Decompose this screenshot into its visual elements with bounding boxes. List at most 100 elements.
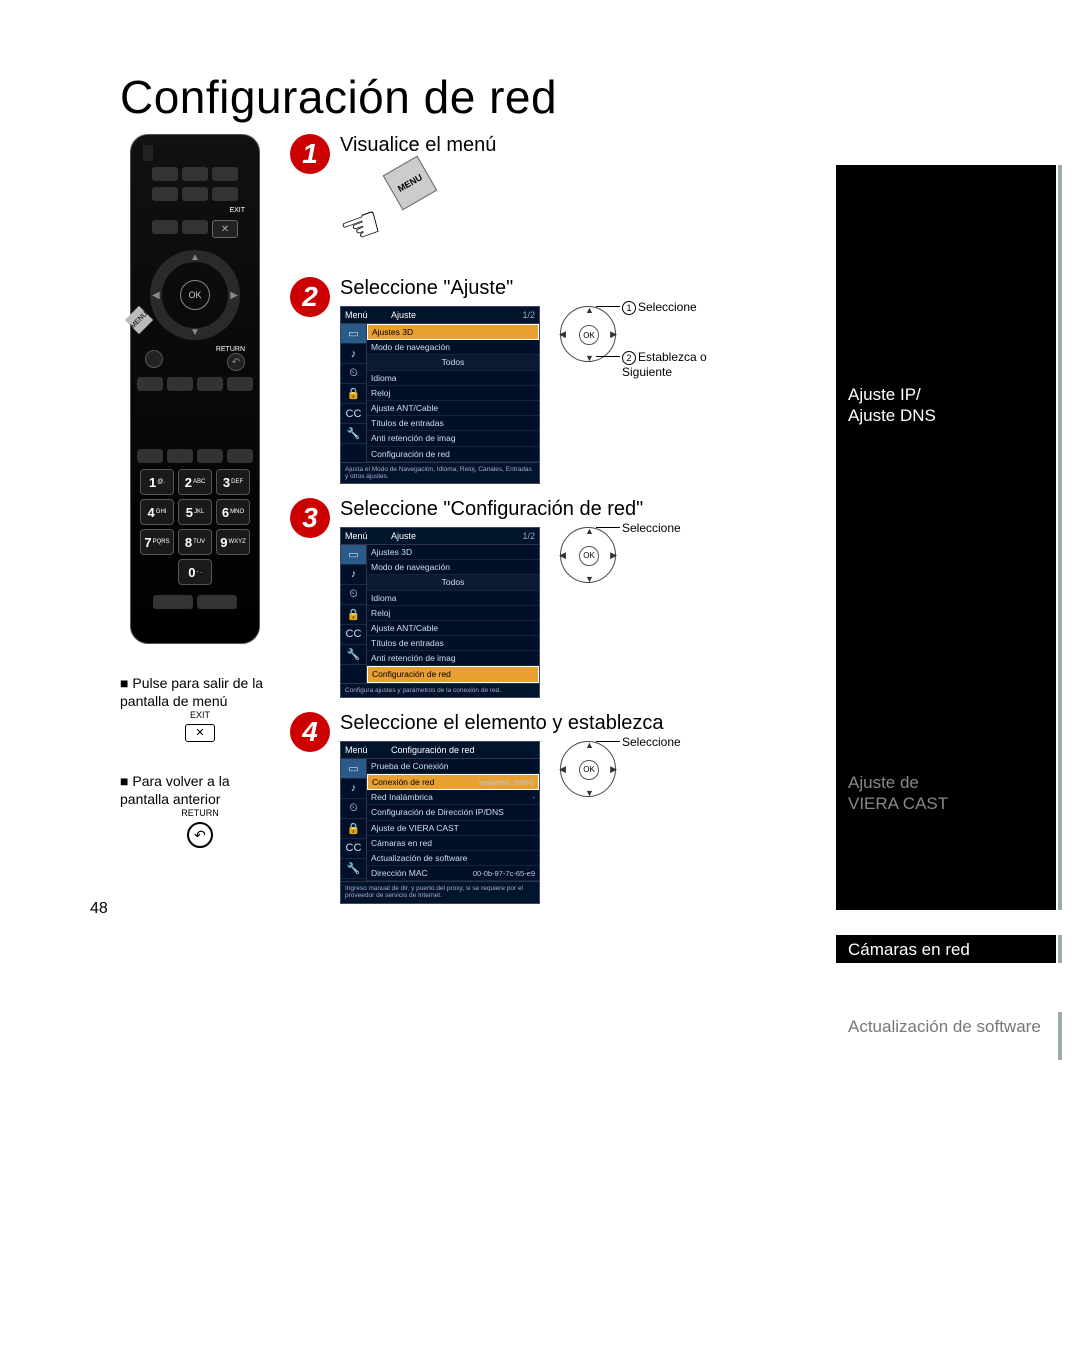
menu-category-icon: ⏲ — [341, 364, 366, 384]
nav-pad-4: OK ▲ ▼ ◀ ▶ — [560, 741, 616, 797]
menu-screen-3: MenúAjuste1/2 ▭♪⏲🔒CC🔧 Ajustes 3DModo de na… — [340, 527, 540, 698]
menu-page: 1/2 — [518, 307, 539, 323]
exit-note: Pulse para salir de la pantalla de menú … — [120, 674, 280, 742]
step-1-title: Visualice el menú — [340, 134, 830, 157]
step-1-badge: 1 — [290, 134, 330, 174]
keypad-key[interactable]: 4GHI — [140, 499, 174, 525]
menu-item: Ajustes 3D — [367, 545, 539, 560]
menu-item: Idioma — [367, 591, 539, 606]
small-circle-button[interactable] — [145, 350, 163, 368]
sidebar-pipe-3 — [1058, 935, 1062, 963]
nav-ok-3: OK — [579, 546, 599, 566]
nav-left-icon: ◀ — [559, 550, 566, 561]
keypad-key[interactable]: 2ABC — [178, 469, 212, 495]
page-title: Configuración de red — [120, 70, 1040, 124]
sidebar-pipe-1 — [1058, 165, 1062, 640]
menu-category-icon: ♪ — [341, 344, 366, 364]
menu-item: Cámaras en red — [367, 836, 539, 851]
exit-note-text: Pulse para salir de la pantalla de menú — [120, 674, 280, 710]
menu-category-icon: 🔒 — [341, 384, 366, 404]
keypad-key[interactable]: 7PQRS — [140, 529, 174, 555]
menu-item: Idioma — [367, 371, 539, 386]
menu-item: Ajuste ANT/Cable — [367, 401, 539, 416]
menu-item: Conexión de redInalámbri. (WiFi) — [367, 774, 539, 790]
menu-category-icon: 🔒 — [341, 605, 366, 625]
nav-down-icon: ▼ — [585, 574, 594, 584]
menu-item: Dirección MAC00-0b-97-7c-65-e9 — [367, 866, 539, 881]
menu-screen-4: MenúConfiguración de red▭♪⏲🔒CC🔧Prueba de… — [340, 741, 540, 904]
nav-right-icon: ▶ — [610, 329, 617, 340]
return-small-label: RETURN — [120, 808, 280, 820]
menu-item: Títulos de entradas — [367, 636, 539, 651]
nav-right-icon: ▶ — [610, 550, 617, 561]
nav-up-icon: ▲ — [585, 305, 594, 315]
menu-category-icon: ♪ — [341, 565, 366, 585]
dpad[interactable]: OK ▲ ▼ ◀ ▶ — [150, 250, 240, 340]
step-2-title: Seleccione "Ajuste" — [340, 277, 830, 300]
callout-establezca: 2Establezca o Siguiente — [622, 350, 717, 379]
ok-button[interactable]: OK — [180, 280, 210, 310]
menu-category-icon: ▭ — [341, 545, 366, 565]
menu-footer: Ajusta el Modo de Navegación, Idioma, Re… — [341, 462, 539, 483]
step-4-badge: 4 — [290, 712, 330, 752]
menu-category-icon: 🔧 — [341, 859, 366, 879]
nav-down-icon: ▼ — [585, 788, 594, 798]
menu-item: Títulos de entradas — [367, 416, 539, 431]
dpad-up-icon: ▲ — [190, 252, 200, 263]
callout-seleccione-4: Seleccione — [622, 735, 681, 749]
step-3-badge: 3 — [290, 498, 330, 538]
menu-item: Modo de navegación — [367, 340, 539, 355]
dpad-down-icon: ▼ — [190, 327, 200, 338]
sidebar-ip-dns: Ajuste IP/ Ajuste DNS — [836, 380, 1056, 431]
menu-button-graphic: MENU — [383, 156, 438, 211]
step-4-title: Seleccione el elemento y establezca — [340, 712, 830, 735]
sidebar-viera: Ajuste de VIERA CAST — [836, 768, 1056, 819]
callout-seleccione: 1Seleccione — [622, 300, 697, 315]
menu-item: Actualización de software — [367, 851, 539, 866]
nav-left-icon: ◀ — [559, 329, 566, 340]
menu-footer: Configura ajustes y parámetros de la con… — [341, 683, 539, 697]
menu-label: Menú — [341, 742, 387, 758]
keypad-key[interactable]: 3DEF — [216, 469, 250, 495]
exit-button[interactable]: ✕ — [212, 220, 238, 238]
menu-item: Todos — [367, 355, 539, 370]
menu-category-icon: ♪ — [341, 779, 366, 799]
step-3-title: Seleccione "Configuración de red" — [340, 498, 830, 521]
menu-item: Configuración de Dirección IP/DNS — [367, 805, 539, 820]
menu-item: Anti retención de imag — [367, 431, 539, 446]
nav-left-icon: ◀ — [559, 764, 566, 775]
menu-item: Modo de navegación — [367, 560, 539, 575]
menu-category-icon: ⏲ — [341, 799, 366, 819]
menu-category-icon: ▭ — [341, 759, 366, 779]
keypad-key[interactable]: 0- . — [178, 559, 212, 585]
keypad-key[interactable]: 1@. — [140, 469, 174, 495]
menu-item: Ajustes 3D — [367, 324, 539, 340]
nav-right-icon: ▶ — [610, 764, 617, 775]
menu-category-icon: 🔧 — [341, 645, 366, 665]
menu-label: Menú — [341, 528, 387, 544]
dpad-left-icon: ◀ — [152, 290, 160, 301]
page-number: 48 — [90, 900, 108, 918]
menu-header: Ajuste — [387, 528, 518, 544]
keypad-key[interactable]: 6MNO — [216, 499, 250, 525]
menu-category-icon: 🔧 — [341, 424, 366, 444]
menu-category-icon: ⏲ — [341, 585, 366, 605]
menu-header: Ajuste — [387, 307, 518, 323]
menu-item: Ajuste ANT/Cable — [367, 621, 539, 636]
menu-item: Configuración de red — [367, 447, 539, 462]
menu-category-icon: CC — [341, 625, 366, 645]
sidebar-pipe-4 — [1058, 1012, 1062, 1060]
nav-ok-2: OK — [579, 325, 599, 345]
remote-control: EXIT ✕ MENU OK ▲ ▼ ◀ ▶ R — [130, 134, 260, 644]
keypad-key[interactable]: 5JKL — [178, 499, 212, 525]
return-button[interactable]: ↶ — [227, 353, 245, 371]
keypad-key[interactable]: 8TUV — [178, 529, 212, 555]
menu-category-icon: CC — [341, 839, 366, 859]
menu-page: 1/2 — [518, 528, 539, 544]
nav-pad-2: OK ▲ ▼ ◀ ▶ — [560, 306, 616, 362]
keypad-key[interactable]: 9WXYZ — [216, 529, 250, 555]
nav-down-icon: ▼ — [585, 353, 594, 363]
number-keypad: 1@.2ABC3DEF 4GHI5JKL6MNO 7PQRS8TUV9WXYZ0- … — [140, 469, 250, 585]
exit-small-label: EXIT — [120, 710, 280, 722]
menu-category-icon: CC — [341, 404, 366, 424]
